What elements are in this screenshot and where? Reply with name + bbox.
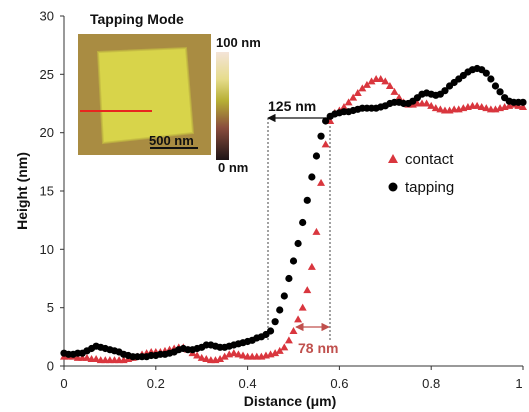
legend: contact tapping xyxy=(388,151,454,196)
contact-point xyxy=(358,84,367,92)
scale-bar-label: 500 nm xyxy=(149,133,194,148)
contact-point xyxy=(349,93,358,101)
y-tick-group: 0 5 10 15 20 25 30 xyxy=(40,9,64,374)
tapping-point xyxy=(289,257,298,265)
contact-point xyxy=(239,351,248,359)
tapping-point xyxy=(280,292,288,300)
contact-point xyxy=(197,353,206,361)
colorbar-max-label: 100 nm xyxy=(216,35,261,50)
tapping-point xyxy=(303,196,311,204)
y-axis-label: Height (nm) xyxy=(14,152,30,230)
contact-point xyxy=(381,77,390,85)
tapping-point xyxy=(308,173,316,181)
contact-point xyxy=(307,262,316,270)
contact-point xyxy=(395,93,404,101)
contact-point xyxy=(422,99,431,107)
tapping-point xyxy=(482,69,490,77)
contact-point xyxy=(436,105,445,113)
contact-point xyxy=(234,350,243,358)
tapping-point xyxy=(299,218,307,227)
contact-point xyxy=(385,82,394,89)
tapping-point xyxy=(285,274,293,283)
annotation-125nm: 125 nm xyxy=(268,98,316,114)
tapping-point xyxy=(312,152,321,160)
contact-point xyxy=(284,336,293,344)
x-tick-label: 0.4 xyxy=(239,376,257,391)
contact-point xyxy=(289,327,298,334)
contact-point xyxy=(271,349,280,357)
contact-point xyxy=(482,104,491,112)
tapping-point xyxy=(271,318,279,326)
contact-point xyxy=(280,343,289,351)
contact-point xyxy=(216,355,225,362)
colorbar-min-label: 0 nm xyxy=(218,160,248,175)
contact-point xyxy=(202,355,211,362)
contact-point xyxy=(367,77,376,85)
contact-point xyxy=(312,227,321,235)
x-axis-label: Distance (μm) xyxy=(244,393,337,409)
legend-contact-marker xyxy=(388,154,398,163)
tapping-point xyxy=(276,306,284,314)
contact-point xyxy=(317,178,326,186)
x-tick-label: 0.2 xyxy=(147,376,165,391)
contact-point xyxy=(427,101,436,109)
legend-tapping-marker xyxy=(388,182,398,192)
y-tick-label: 15 xyxy=(40,184,54,199)
contact-point xyxy=(431,104,440,112)
y-tick-label: 0 xyxy=(47,359,54,374)
tapping-point xyxy=(441,87,449,95)
y-tick-label: 10 xyxy=(40,242,54,257)
contact-point xyxy=(321,140,330,148)
contact-point xyxy=(477,103,486,110)
y-tick-label: 25 xyxy=(40,67,54,82)
y-tick-label: 30 xyxy=(40,9,54,24)
contact-point xyxy=(362,80,371,88)
tapping-point xyxy=(491,82,500,90)
series-tapping xyxy=(60,64,527,361)
contact-point xyxy=(275,346,284,354)
afm-inset: Tapping Mode 500 nm 100 nm 0 nm xyxy=(78,11,261,175)
tapping-point xyxy=(496,88,504,96)
contact-point xyxy=(339,103,348,110)
contact-point xyxy=(229,349,238,357)
contact-point xyxy=(519,103,527,110)
annotation-78nm: 78 nm xyxy=(298,340,338,356)
contact-point xyxy=(376,75,385,82)
contact-point xyxy=(92,355,101,362)
x-tick-label: 0 xyxy=(60,376,67,391)
afm-square-feature xyxy=(98,48,193,143)
contact-point xyxy=(193,351,202,359)
annotations: 125 nm 78 nm xyxy=(267,98,338,356)
tapping-point xyxy=(317,132,325,140)
afm-square-edge xyxy=(96,46,195,145)
tapping-point xyxy=(266,327,275,335)
contact-point xyxy=(220,352,229,360)
contact-point xyxy=(344,98,353,106)
x-tick-label: 0.6 xyxy=(330,376,348,391)
contact-point xyxy=(390,87,399,95)
contact-point xyxy=(353,89,362,96)
legend-contact-label: contact xyxy=(405,151,454,168)
y-tick-label: 20 xyxy=(40,125,54,140)
tapping-point xyxy=(294,239,302,248)
colorbar xyxy=(216,52,229,160)
tapping-point xyxy=(322,117,330,125)
tapping-point xyxy=(519,98,527,106)
contact-point xyxy=(298,303,307,311)
contact-point xyxy=(473,101,482,109)
x-tick-label: 1 xyxy=(515,376,522,391)
contact-point xyxy=(294,315,303,323)
legend-tapping-label: tapping xyxy=(405,179,454,196)
tapping-point xyxy=(487,75,495,83)
x-tick-group: 0 0.2 0.4 0.6 0.8 1 xyxy=(60,366,524,391)
contact-point xyxy=(303,286,312,294)
inset-title: Tapping Mode xyxy=(90,11,184,27)
y-tick-label: 5 xyxy=(47,300,54,315)
x-tick-label: 0.8 xyxy=(422,376,440,391)
contact-point xyxy=(82,353,91,361)
